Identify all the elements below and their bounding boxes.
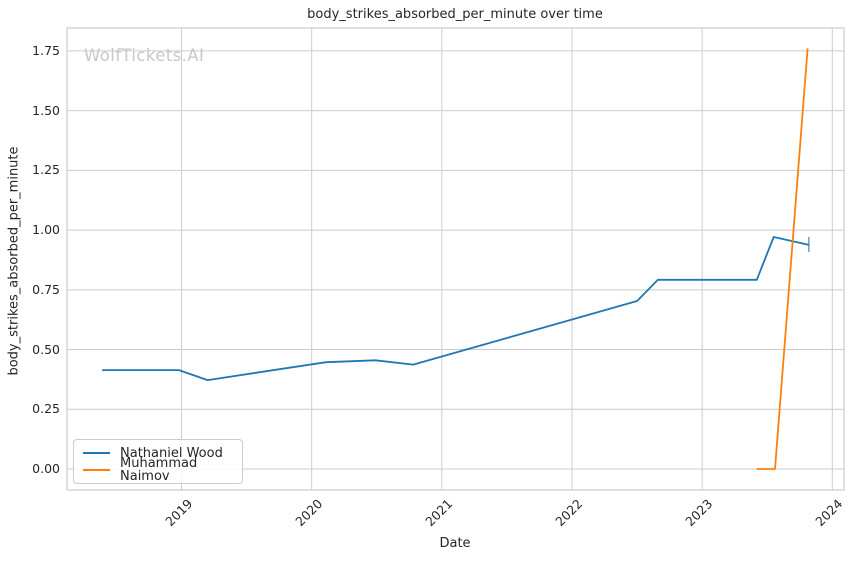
y-axis-label: body_strikes_absorbed_per_minute xyxy=(6,146,22,376)
series-line-0 xyxy=(102,236,810,382)
series-line-1 xyxy=(756,48,809,470)
watermark: WolfTickets.AI xyxy=(84,46,205,65)
y-tick-label: 1.25 xyxy=(32,162,60,178)
legend: Nathaniel Wood Muhammad Naimov xyxy=(73,439,243,484)
chart-title: body_strikes_absorbed_per_minute over ti… xyxy=(307,7,603,22)
x-axis-label: Date xyxy=(439,536,471,551)
y-tick-label: 0.75 xyxy=(32,281,60,297)
y-tick-label: 1.75 xyxy=(32,42,60,58)
legend-item: Nathaniel Wood xyxy=(83,445,233,461)
y-tick-label: 1.00 xyxy=(32,222,60,238)
y-tick-label: 0.25 xyxy=(32,401,60,417)
legend-line-swatch xyxy=(83,468,110,471)
y-tick-label: 0.00 xyxy=(32,460,60,476)
plot-border xyxy=(66,27,845,491)
legend-item: Muhammad Naimov xyxy=(83,457,233,483)
y-tick-label: 1.50 xyxy=(32,102,60,118)
legend-label: Nathaniel Wood xyxy=(120,445,223,461)
legend-line-swatch xyxy=(83,452,110,455)
legend-label: Muhammad Naimov xyxy=(120,455,198,484)
y-tick-label: 0.50 xyxy=(32,341,60,357)
